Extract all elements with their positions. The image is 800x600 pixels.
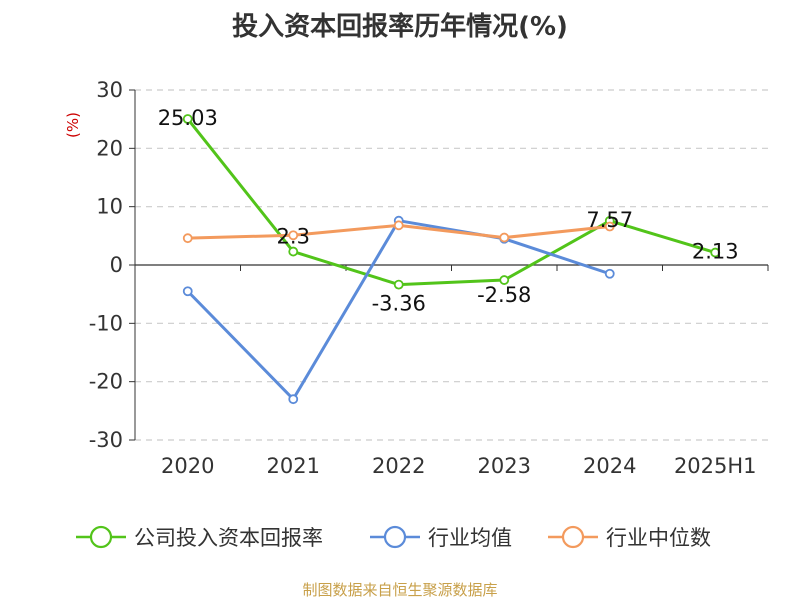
y-tick-label: 30 <box>96 78 123 102</box>
y-tick-label: 0 <box>110 253 123 277</box>
y-axis-label: (%) <box>64 112 82 138</box>
x-tick-label: 2023 <box>478 454 531 478</box>
legend-label: 公司投入资本回报率 <box>134 526 323 550</box>
data-label: 2.13 <box>692 240 739 264</box>
data-point <box>499 232 510 243</box>
data-label: 7.57 <box>586 208 633 232</box>
data-point <box>288 394 299 405</box>
series-line-0 <box>186 118 716 287</box>
source-footer: 制图数据来自恒生聚源数据库 <box>302 581 498 599</box>
data-label: -3.36 <box>372 292 426 316</box>
data-point <box>182 114 193 124</box>
data-point <box>288 230 299 241</box>
data-point <box>182 286 193 297</box>
y-tick-label: -20 <box>89 370 123 394</box>
data-point <box>604 221 615 232</box>
legend-marker <box>561 525 585 549</box>
legend-label: 行业中位数 <box>606 526 711 550</box>
data-point <box>288 246 299 257</box>
legend: 公司投入资本回报率 行业均值 行业中位数 <box>76 525 711 550</box>
y-tick-label: 20 <box>96 136 123 160</box>
data-point <box>604 268 615 279</box>
data-point <box>182 233 193 244</box>
legend-marker <box>383 525 407 549</box>
legend-marker <box>89 525 113 549</box>
data-label: -2.58 <box>477 283 531 307</box>
axes: 30 20 10 0 -10 -20 -30 2020 2021 2022 2023 2024 2025… <box>64 78 769 478</box>
data-point <box>499 275 510 285</box>
chart-title: 投入资本回报率历年情况(%) <box>232 12 568 42</box>
x-tick-label: 2025H1 <box>674 454 757 478</box>
data-label: 2.3 <box>277 225 310 249</box>
x-tick-label: 2020 <box>161 454 214 478</box>
legend-label: 行业均值 <box>428 526 512 550</box>
y-tick-label: -30 <box>89 428 123 452</box>
x-tick-label: 2024 <box>583 454 636 478</box>
data-point <box>393 279 404 290</box>
series-lines <box>182 114 721 405</box>
data-point <box>393 220 404 231</box>
data-labels: 25.03 2.3 -3.36 -2.58 7.57 2.13 <box>158 106 739 316</box>
y-tick-label: -10 <box>89 311 123 335</box>
y-tick-label: 10 <box>96 195 123 219</box>
data-label: 25.03 <box>158 106 218 130</box>
data-point <box>710 247 721 258</box>
x-tick-label: 2022 <box>372 454 425 478</box>
x-tick-label: 2021 <box>267 454 320 478</box>
